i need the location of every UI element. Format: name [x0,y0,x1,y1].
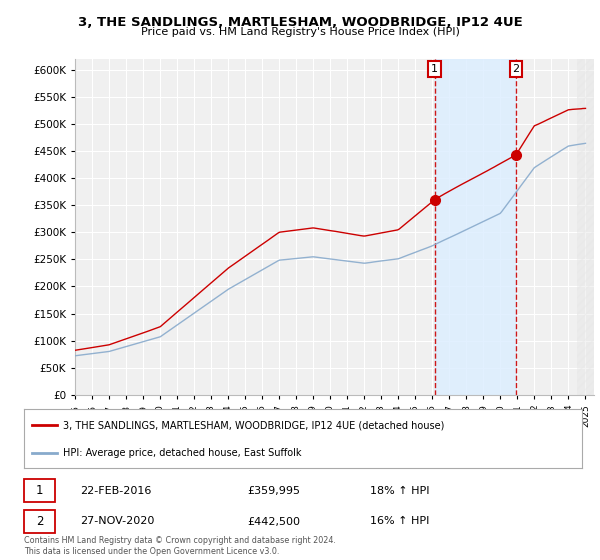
Text: 16% ↑ HPI: 16% ↑ HPI [370,516,430,526]
Bar [434,59,516,395]
Text: 1: 1 [36,484,43,497]
Text: £359,995: £359,995 [247,486,300,496]
FancyBboxPatch shape [24,510,55,533]
FancyBboxPatch shape [24,479,55,502]
Text: 3, THE SANDLINGS, MARTLESHAM, WOODBRIDGE, IP12 4UE: 3, THE SANDLINGS, MARTLESHAM, WOODBRIDGE… [77,16,523,29]
Text: 27-NOV-2020: 27-NOV-2020 [80,516,154,526]
Text: 1: 1 [431,64,438,74]
Bar [577,59,594,395]
Text: 22-FEB-2016: 22-FEB-2016 [80,486,151,496]
Text: 2: 2 [36,515,43,528]
Text: £442,500: £442,500 [247,516,300,526]
Text: Contains HM Land Registry data © Crown copyright and database right 2024.
This d: Contains HM Land Registry data © Crown c… [24,536,336,556]
Text: HPI: Average price, detached house, East Suffolk: HPI: Average price, detached house, East… [63,448,302,458]
Text: Price paid vs. HM Land Registry's House Price Index (HPI): Price paid vs. HM Land Registry's House … [140,27,460,37]
Text: 3, THE SANDLINGS, MARTLESHAM, WOODBRIDGE, IP12 4UE (detached house): 3, THE SANDLINGS, MARTLESHAM, WOODBRIDGE… [63,420,445,430]
Text: 2: 2 [512,64,520,74]
Text: 18% ↑ HPI: 18% ↑ HPI [370,486,430,496]
